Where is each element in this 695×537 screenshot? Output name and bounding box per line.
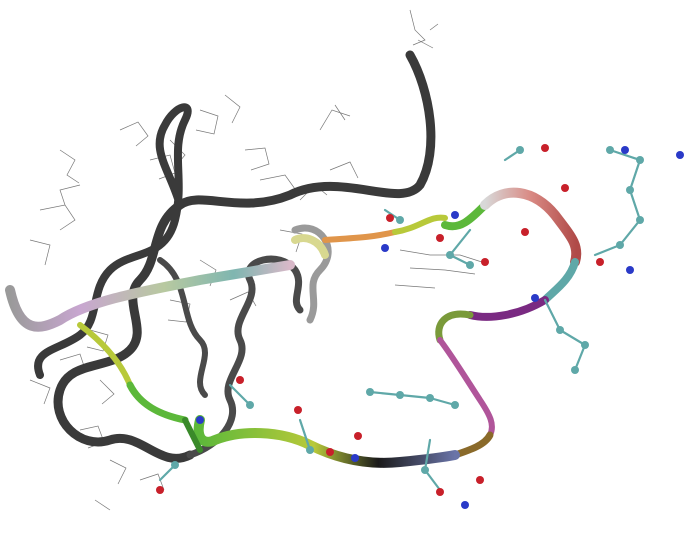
colored-ribbon-segments	[5, 187, 582, 468]
backbone-tube	[34, 50, 436, 463]
atoms	[156, 144, 684, 509]
